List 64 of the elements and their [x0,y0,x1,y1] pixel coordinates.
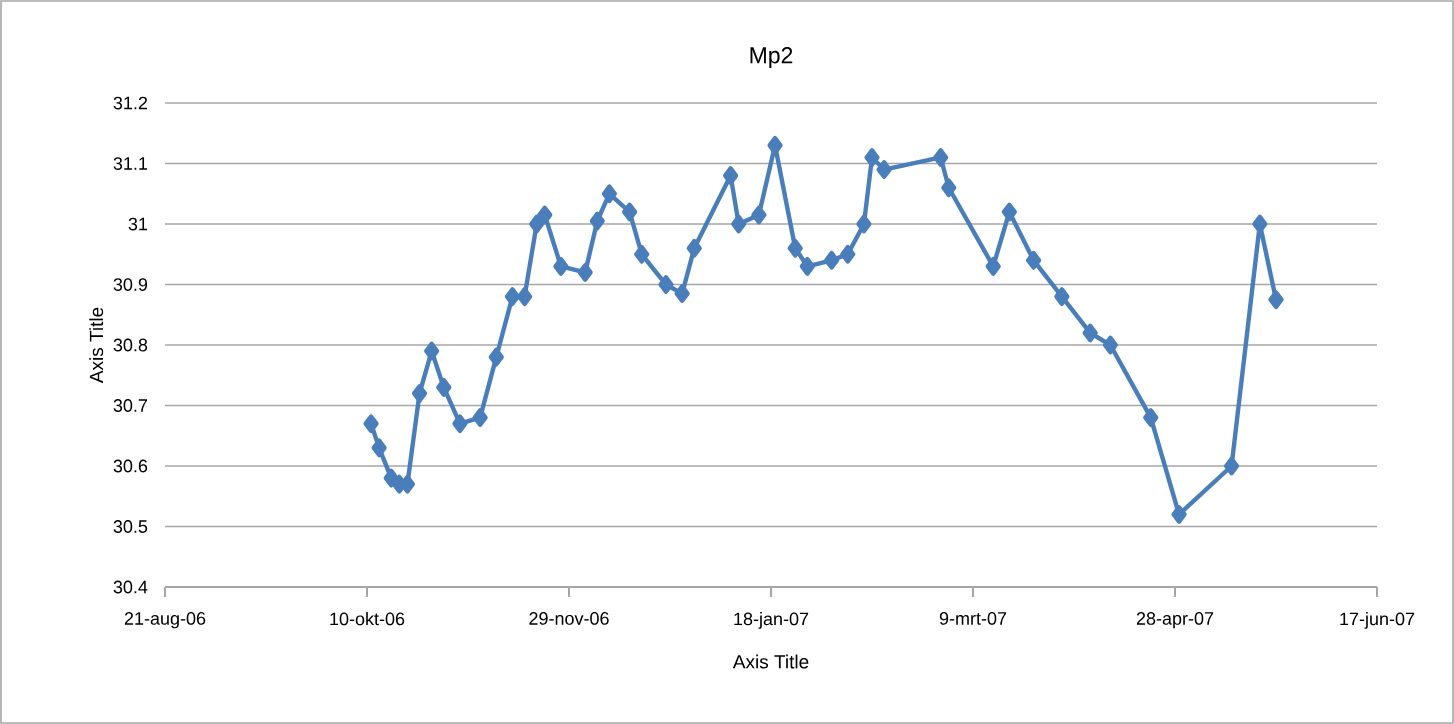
point [1252,214,1268,234]
point [1054,287,1070,306]
point [1268,290,1284,310]
point [411,384,428,403]
point [674,284,690,303]
y-tick-label: 30.9 [113,278,148,291]
y-axis-title: Axis Title [89,307,104,384]
point [589,211,605,231]
point [601,184,618,204]
point [504,287,521,306]
y-tick-label: 31 [128,217,148,231]
y-tick-label: 30.8 [113,338,148,352]
point [686,238,702,258]
point [731,214,747,234]
point [824,250,840,270]
point [876,160,892,179]
point [472,408,488,427]
point [767,135,783,155]
point [1171,505,1187,524]
x-tick-label: 10-okt-06 [330,612,405,626]
x-tick-label: 17-jun-07 [1340,612,1415,629]
chart-title: Mp2 [750,47,793,68]
point [840,244,856,264]
point [634,244,650,264]
y-tick-label: 31.1 [113,157,148,170]
point [1082,323,1098,343]
point [1143,408,1159,427]
x-tick-label: 28-apr-07 [1136,612,1214,629]
point [864,148,880,167]
point [371,438,387,458]
point [856,214,872,234]
point [799,256,815,276]
point [1102,335,1118,355]
y-tick-label: 30.5 [113,520,148,533]
point [1223,456,1240,476]
point [537,205,553,225]
x-tick-label: 18-jan-07 [734,612,809,629]
y-tick-label: 30.4 [113,580,148,594]
point [985,256,1001,276]
point [751,205,767,225]
point [488,347,504,367]
y-tick-label: 30.6 [113,459,148,473]
point [516,287,533,306]
point [933,148,949,167]
y-tick-label: 30.7 [113,399,148,412]
point [452,414,468,434]
point [553,256,569,276]
point [424,341,440,361]
point [658,275,674,294]
x-tick-label: 21-aug-06 [124,612,206,629]
point [1026,250,1042,270]
x-tick-label: 29-nov-06 [529,612,609,625]
x-tick-label: 9-mrt-07 [939,612,1007,625]
x-axis-title: Axis Title [732,654,809,669]
y-tick-label: 31.2 [113,96,148,110]
point [1001,202,1017,222]
point [723,166,739,186]
point [436,377,452,397]
point [529,214,545,234]
point [941,178,957,198]
point [787,238,803,258]
point [622,202,638,222]
point [577,263,593,282]
point [363,414,379,434]
